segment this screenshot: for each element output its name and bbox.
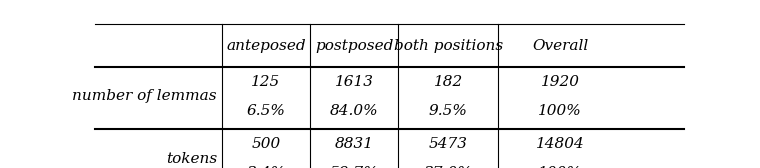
Text: 9.5%: 9.5% — [429, 104, 468, 118]
Text: 100%: 100% — [538, 166, 582, 168]
Text: 59.7%: 59.7% — [330, 166, 378, 168]
Text: 1613: 1613 — [334, 75, 374, 89]
Text: 125: 125 — [252, 75, 280, 89]
Text: 84.0%: 84.0% — [330, 104, 378, 118]
Text: 37.0%: 37.0% — [424, 166, 473, 168]
Text: postposed: postposed — [315, 39, 394, 53]
Text: both positions: both positions — [394, 39, 503, 53]
Text: 5473: 5473 — [429, 137, 468, 151]
Text: anteposed: anteposed — [226, 39, 306, 53]
Text: 1920: 1920 — [541, 75, 580, 89]
Text: number of lemmas: number of lemmas — [72, 90, 217, 103]
Text: 6.5%: 6.5% — [246, 104, 285, 118]
Text: 500: 500 — [252, 137, 280, 151]
Text: 8831: 8831 — [334, 137, 374, 151]
Text: 100%: 100% — [538, 104, 582, 118]
Text: tokens: tokens — [166, 152, 217, 166]
Text: 14804: 14804 — [536, 137, 584, 151]
Text: 3.4%: 3.4% — [246, 166, 285, 168]
Text: 182: 182 — [434, 75, 463, 89]
Text: Overall: Overall — [532, 39, 588, 53]
